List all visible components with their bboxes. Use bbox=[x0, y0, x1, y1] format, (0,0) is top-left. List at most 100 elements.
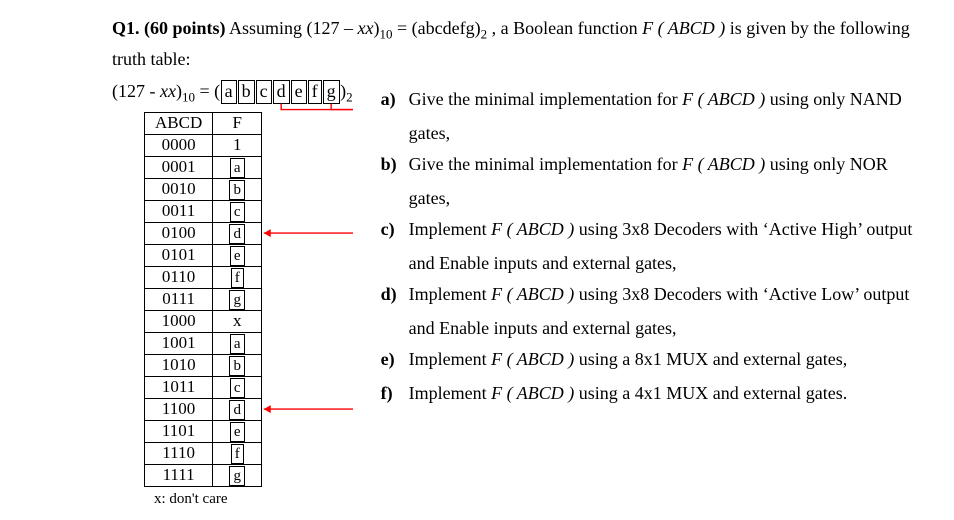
page-root: Q1. (60 points) Assuming (127 – xx)10 = … bbox=[0, 0, 954, 520]
truth-row: 1000x bbox=[145, 310, 262, 332]
truth-cell-abcd: 1110 bbox=[145, 442, 213, 464]
intro-func: F ( ABCD ) bbox=[642, 18, 725, 38]
left-column: (127 - xx)10 = (abcdefg)2 ABCD F 0000100… bbox=[112, 80, 353, 508]
eq-sub2: 2 bbox=[346, 90, 353, 105]
truth-row: 0110f bbox=[145, 266, 262, 288]
truth-cell-f: e bbox=[213, 244, 262, 266]
truth-cell-abcd: 0101 bbox=[145, 244, 213, 266]
truth-row: 0011c bbox=[145, 200, 262, 222]
question-intro: Q1. (60 points) Assuming (127 – xx)10 = … bbox=[112, 14, 930, 74]
truth-table: ABCD F 000010001a0010b0011c0100d0101e011… bbox=[144, 112, 262, 487]
truth-cell-f: 1 bbox=[213, 134, 262, 156]
eq-letter-f: f bbox=[308, 80, 322, 104]
part-f-line1b: using a 4x1 MUX and external gates. bbox=[574, 383, 847, 403]
eq-sub1: 10 bbox=[182, 90, 195, 105]
eq-letter-e: e bbox=[291, 80, 307, 104]
truth-cell-f: x bbox=[213, 310, 262, 332]
truth-cell-abcd: 1111 bbox=[145, 464, 213, 486]
truth-cell-f: g bbox=[213, 464, 262, 486]
truth-cell-f: c bbox=[213, 376, 262, 398]
part-a-text: Give the minimal implementation for F ( … bbox=[409, 84, 902, 116]
part-b-cont: gates, bbox=[381, 183, 930, 215]
eq-pre: (127 - bbox=[112, 81, 160, 101]
truth-row: 0100 d bbox=[145, 222, 262, 244]
truth-row: 0111 g bbox=[145, 288, 262, 310]
truth-row: 1111g bbox=[145, 464, 262, 486]
truth-row: 00001 bbox=[145, 134, 262, 156]
part-a-cont: gates, bbox=[381, 118, 930, 150]
question-label: Q1. (60 points) bbox=[112, 18, 226, 38]
truth-cell-f: b bbox=[213, 178, 262, 200]
truth-cell-f: a bbox=[213, 156, 262, 178]
part-c-cont: and Enable inputs and external gates, bbox=[381, 248, 930, 280]
truth-f-letterbox: a bbox=[230, 334, 245, 354]
truth-f-letterbox: d bbox=[229, 400, 245, 420]
intro-mid2: = (abcdefg) bbox=[393, 18, 481, 38]
truth-f-letterbox: g bbox=[229, 290, 245, 310]
truth-cell-f: f bbox=[213, 266, 262, 288]
main-columns: (127 - xx)10 = (abcdefg)2 ABCD F 0000100… bbox=[112, 80, 930, 508]
part-b-label: b) bbox=[381, 149, 403, 181]
eq-letter-d: d bbox=[273, 80, 290, 104]
truth-row: 1100d bbox=[145, 398, 262, 420]
eq-letter-a: a bbox=[221, 80, 237, 104]
parts-list: a) Give the minimal implementation for F… bbox=[381, 84, 930, 409]
part-d: d) Implement F ( ABCD ) using 3x8 Decode… bbox=[381, 279, 930, 311]
truth-header-f: F bbox=[213, 112, 262, 134]
eq-letter-b: b bbox=[238, 80, 255, 104]
part-a-line1: Give the minimal implementation for bbox=[409, 89, 682, 109]
part-c-line1b: using 3x8 Decoders with ‘Active High’ ou… bbox=[574, 219, 912, 239]
truth-cell-abcd: 0100 bbox=[145, 222, 213, 244]
part-d-text: Implement F ( ABCD ) using 3x8 Decoders … bbox=[409, 279, 910, 311]
dont-care-note: x: don't care bbox=[154, 491, 353, 508]
truth-row: 1101e bbox=[145, 420, 262, 442]
truth-cell-abcd: 1101 bbox=[145, 420, 213, 442]
part-a: a) Give the minimal implementation for F… bbox=[381, 84, 930, 116]
truth-row: 0001a bbox=[145, 156, 262, 178]
truth-f-letterbox: b bbox=[229, 180, 245, 200]
part-c-func: F ( ABCD ) bbox=[491, 219, 574, 239]
truth-row: 1011c bbox=[145, 376, 262, 398]
truth-cell-abcd: 0000 bbox=[145, 134, 213, 156]
part-c-line1: Implement bbox=[409, 219, 491, 239]
truth-cell-abcd: 1010 bbox=[145, 354, 213, 376]
truth-header-abcd: ABCD bbox=[145, 112, 213, 134]
intro-xx: xx bbox=[358, 18, 374, 38]
intro-mid3: , a Boolean function bbox=[487, 18, 642, 38]
truth-row: 1001 a bbox=[145, 332, 262, 354]
part-d-line1b: using 3x8 Decoders with ‘Active Low’ out… bbox=[574, 284, 909, 304]
eq-letter-g: g bbox=[323, 80, 340, 104]
part-f: f) Implement F ( ABCD ) using a 4x1 MUX … bbox=[381, 378, 930, 410]
intro-pre: Assuming (127 – bbox=[226, 18, 358, 38]
truth-cell-abcd: 1011 bbox=[145, 376, 213, 398]
right-column: a) Give the minimal implementation for F… bbox=[381, 80, 930, 508]
equation-line: (127 - xx)10 = (abcdefg)2 bbox=[112, 80, 353, 106]
part-f-text: Implement F ( ABCD ) using a 4x1 MUX and… bbox=[409, 378, 848, 410]
truth-cell-f: d bbox=[213, 222, 262, 244]
part-e-text: Implement F ( ABCD ) using a 8x1 MUX and… bbox=[409, 344, 848, 376]
part-d-line1: Implement bbox=[409, 284, 491, 304]
part-a-line1b: using only NAND bbox=[765, 89, 902, 109]
truth-cell-f: e bbox=[213, 420, 262, 442]
truth-cell-f: f bbox=[213, 442, 262, 464]
truth-cell-abcd: 0111 bbox=[145, 288, 213, 310]
truth-cell-abcd: 0001 bbox=[145, 156, 213, 178]
part-f-label: f) bbox=[381, 378, 403, 410]
truth-cell-f: g bbox=[213, 288, 262, 310]
truth-f-letterbox: d bbox=[229, 224, 245, 244]
truth-cell-f: b bbox=[213, 354, 262, 376]
truth-row: 0101e bbox=[145, 244, 262, 266]
truth-f-letterbox: c bbox=[230, 202, 245, 222]
eq-letter-c: c bbox=[256, 80, 272, 104]
truth-cell-abcd: 1000 bbox=[145, 310, 213, 332]
part-c-label: c) bbox=[381, 214, 403, 246]
part-b-func: F ( ABCD ) bbox=[682, 154, 765, 174]
part-c: c) Implement F ( ABCD ) using 3x8 Decode… bbox=[381, 214, 930, 246]
truth-f-letterbox: b bbox=[229, 356, 245, 376]
eq-xx: xx bbox=[160, 81, 176, 101]
eq-mid2: = ( bbox=[195, 81, 220, 101]
truth-cell-abcd: 1001 bbox=[145, 332, 213, 354]
intro-sub1: 10 bbox=[380, 27, 393, 42]
truth-row: 1110f bbox=[145, 442, 262, 464]
part-d-cont: and Enable inputs and external gates, bbox=[381, 313, 930, 345]
